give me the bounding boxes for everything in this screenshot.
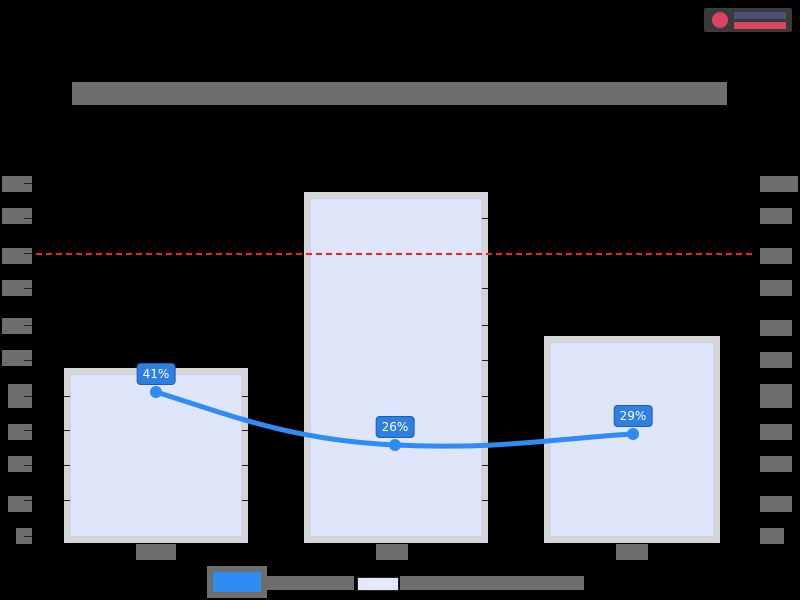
tick (242, 430, 248, 431)
left-axis-label (2, 318, 32, 334)
left-axis-label (8, 456, 32, 472)
right-axis-label (760, 496, 792, 512)
tick (242, 396, 248, 397)
tick (242, 465, 248, 466)
chart-title-redacted (72, 82, 727, 105)
tick (482, 500, 488, 501)
tick (64, 430, 70, 431)
x-axis-label (136, 544, 176, 560)
legend-swatch-bar (357, 577, 399, 591)
x-axis-label (616, 544, 648, 560)
tick (24, 218, 32, 219)
left-axis-label (2, 208, 32, 224)
tick (482, 218, 488, 219)
brand-logo (704, 8, 792, 32)
reference-line (36, 253, 752, 255)
tick (24, 360, 32, 361)
line-point (389, 439, 401, 451)
logo-mark-icon (712, 12, 728, 28)
left-axis-label (2, 248, 32, 264)
tick (482, 396, 488, 397)
tick (24, 465, 32, 466)
data-label: 41% (136, 363, 176, 385)
tick (482, 288, 488, 289)
tick (482, 360, 488, 361)
x-axis-label (376, 544, 408, 560)
tick (24, 183, 32, 184)
logo-subtext-redacted (734, 22, 786, 29)
left-axis-label (2, 176, 32, 192)
left-axis-label (2, 350, 32, 366)
right-axis-label (760, 352, 792, 368)
tick (24, 288, 32, 289)
right-axis-label (760, 528, 784, 544)
left-axis-label (2, 280, 32, 296)
tick (24, 396, 32, 397)
tick (24, 430, 32, 431)
bar-category-2 (304, 192, 488, 543)
tick (24, 325, 32, 326)
tick (242, 500, 248, 501)
data-label: 29% (613, 405, 653, 427)
tick (64, 396, 70, 397)
tick (24, 253, 32, 254)
right-axis-label (760, 280, 792, 296)
logo-text-redacted (734, 12, 786, 19)
line-point (150, 386, 162, 398)
legend-label-redacted (400, 576, 584, 590)
data-label: 26% (375, 416, 415, 438)
left-axis-label (8, 424, 32, 440)
tick (64, 465, 70, 466)
tick (482, 325, 488, 326)
legend-swatch-line (207, 566, 267, 598)
right-axis-label (760, 456, 792, 472)
line-point (627, 428, 639, 440)
right-axis-label (760, 248, 792, 264)
tick (24, 500, 32, 501)
right-axis-label (760, 384, 792, 408)
legend-label-redacted (264, 576, 354, 590)
right-axis-label (760, 176, 798, 192)
right-axis-label (760, 424, 792, 440)
right-axis-label (760, 320, 792, 336)
tick (64, 500, 70, 501)
right-axis-label (760, 208, 792, 224)
tick (482, 465, 488, 466)
tick (24, 536, 32, 537)
